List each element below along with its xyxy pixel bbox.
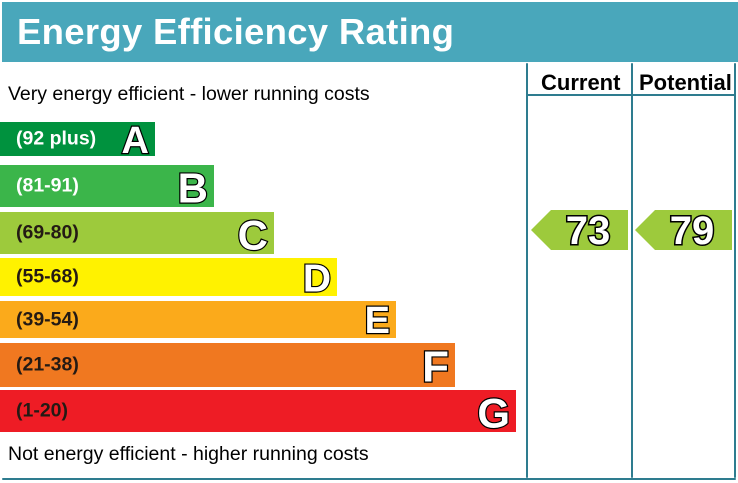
svg-text:79: 79: [670, 209, 715, 252]
svg-text:73: 73: [566, 209, 611, 252]
svg-text:A: A: [122, 122, 149, 156]
svg-text:G: G: [477, 390, 510, 432]
svg-text:C: C: [238, 212, 268, 254]
svg-text:B: B: [178, 165, 208, 207]
svg-text:F: F: [422, 343, 449, 387]
svg-text:D: D: [303, 258, 331, 296]
svg-text:E: E: [365, 301, 390, 338]
